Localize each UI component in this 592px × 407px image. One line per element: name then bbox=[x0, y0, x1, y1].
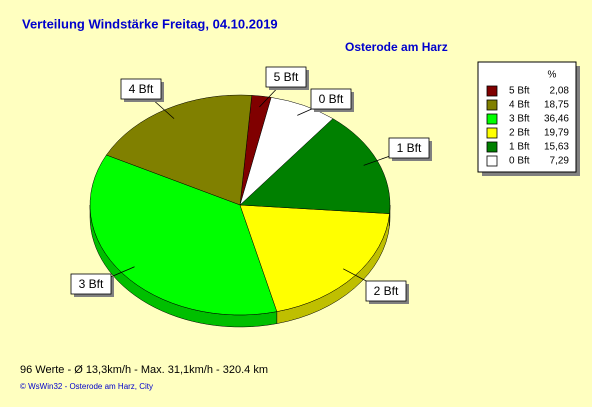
legend-value: 19,79 bbox=[544, 128, 569, 139]
pie-slice bbox=[105, 94, 253, 206]
label-box bbox=[365, 280, 407, 302]
label-box bbox=[70, 273, 112, 295]
legend-label: 2 Bft bbox=[509, 128, 530, 139]
legend-label: 5 Bft bbox=[509, 86, 530, 97]
legend-swatch bbox=[486, 141, 498, 153]
pie-slice bbox=[89, 154, 278, 316]
footer: 96 Werte - Ø 13,3km/h - Max. 31,1km/h - … bbox=[20, 364, 268, 376]
pie-slice bbox=[239, 204, 390, 312]
pie-slice bbox=[239, 97, 334, 206]
chart-subtitle: Osterode am Harz bbox=[345, 40, 448, 54]
legend-swatch bbox=[486, 113, 498, 125]
label-box bbox=[120, 78, 162, 100]
slice-label: 0 Bft bbox=[319, 92, 344, 106]
slice-label: 3 Bft bbox=[79, 277, 104, 291]
legend-value: 7,29 bbox=[550, 156, 570, 167]
legend-value: 36,46 bbox=[544, 114, 569, 125]
legend-label: 3 Bft bbox=[509, 114, 530, 125]
legend-value: 18,75 bbox=[544, 100, 569, 111]
slice-label: 1 Bft bbox=[397, 141, 422, 155]
label-box bbox=[265, 66, 307, 88]
label-box bbox=[310, 88, 352, 110]
slice-label: 5 Bft bbox=[274, 70, 299, 84]
chart-title: Verteilung Windstärke Freitag, 04.10.201… bbox=[22, 16, 278, 31]
legend-swatch bbox=[486, 99, 498, 111]
legend-value: 15,63 bbox=[544, 142, 569, 153]
pie-slice bbox=[239, 118, 391, 214]
copyright: © WsWin32 - Osterode am Harz, City bbox=[20, 382, 153, 391]
legend-label: 0 Bft bbox=[509, 156, 530, 167]
legend-value: 2,08 bbox=[550, 86, 570, 97]
legend-swatch bbox=[486, 155, 498, 167]
legend-label: 1 Bft bbox=[509, 142, 530, 153]
slice-label: 4 Bft bbox=[129, 82, 154, 96]
legend-header: % bbox=[548, 70, 557, 81]
slice-label: 2 Bft bbox=[374, 284, 399, 298]
legend-swatch bbox=[486, 85, 498, 97]
legend-label: 4 Bft bbox=[509, 100, 530, 111]
label-box bbox=[388, 137, 430, 159]
legend-swatch bbox=[486, 127, 498, 139]
